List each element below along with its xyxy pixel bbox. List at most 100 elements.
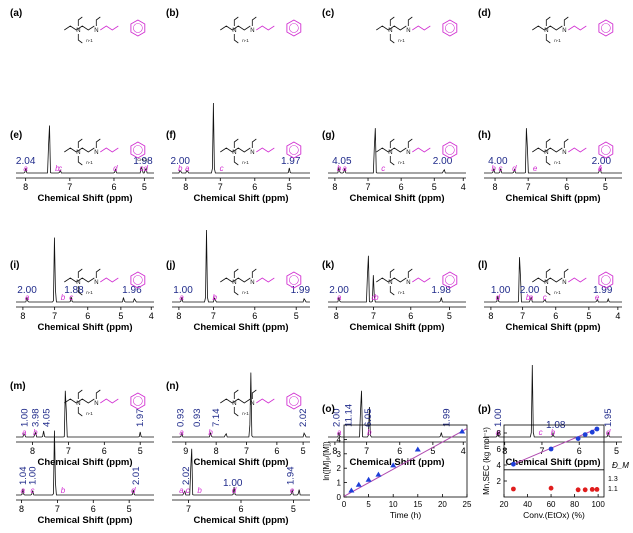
integral-value: 1.99 [593,285,613,296]
data-point-mn [511,461,516,467]
aromatic-ring [289,275,299,285]
y-tick-label: 1 [337,479,342,488]
x-tick-label: 10 [389,500,398,509]
nmr-spectrum-line [16,390,154,438]
peak-assignment: a,c [179,486,190,495]
side-chain-bond [233,407,239,417]
x-axis-title: Conv.(EtOx) (%) [523,510,585,520]
aromatic-ring [442,271,458,289]
backbone-bond [532,25,563,31]
x-tick-label: 7 [539,446,544,456]
integral-value: 1.00 [28,467,39,486]
nmr-spectrum-line [16,237,154,303]
peak-assignment: a [25,293,30,302]
atom-N: N [562,28,566,34]
x-axis-title: Chemical Shift (ppm) [505,322,600,333]
atom-N: N [94,401,98,407]
x-tick-label: 8 [183,182,188,192]
x-tick-label: 6 [111,182,116,192]
ester-bond [412,147,431,153]
side-chain-bond [545,286,551,296]
x-tick-label: 6 [397,446,402,456]
panel-tag: (k) [322,260,334,271]
x-tick-label: 6 [85,311,90,321]
x-tick-label: 7 [211,311,216,321]
peak-assignment: b [337,164,342,173]
peak-assignment: a [496,428,501,437]
side-chain-bond [389,138,395,148]
integral-value: 1.99 [442,409,453,428]
peak-assignment: c [213,293,217,302]
integral-value: 1.04 [18,467,29,486]
peak-assignment: c [31,486,35,495]
side-chain-bond [251,16,257,26]
x-tick-label: 5 [447,311,452,321]
peak-assignment: b [55,164,60,173]
aromatic-ring [130,141,146,159]
x-tick-label: 4 [461,182,466,192]
side-chain-bond [77,389,83,399]
x-tick-label: 5 [291,504,296,514]
side-chain-bond [95,138,101,148]
side-chain-bond [233,16,239,26]
x-tick-label: 7 [366,182,371,192]
solvent-label: CHCl₃ [137,157,149,162]
integral-value: 4.05 [332,156,352,167]
peak-assignment: d [232,486,237,495]
backbone-bond [376,25,407,31]
aromatic-ring [130,19,146,37]
integral-value: 1.00 [491,285,511,296]
panel-tag: (e) [10,130,22,141]
side-chain-bond [389,156,395,166]
backbone-bond [220,25,251,31]
peak-assignment: d [113,164,118,173]
x-tick-label: 6 [274,446,279,456]
x-tick-label: 4 [149,311,154,321]
plot-frame [503,424,605,498]
integral-value: 1.00 [19,409,30,428]
x-tick-label: 7 [364,446,369,456]
peak-assignment: d [512,164,517,173]
side-chain-bond [95,16,101,26]
data-point-dispersity [589,487,595,492]
x-axis-title: Chemical Shift (ppm) [37,457,132,468]
panel-tag: (p) [478,404,491,415]
integral-value: 4.00 [488,156,508,167]
aromatic-ring [286,271,302,289]
integral-value: 1.98 [133,156,153,167]
atom-N: N [406,150,410,156]
repeat-index: n-1 [86,290,93,295]
backbone-bond [220,398,251,404]
x-tick-label: 5 [142,182,147,192]
side-chain-bond [233,34,239,44]
y-tick-label: 3 [337,450,342,459]
side-chain-bond [233,138,239,148]
aromatic-ring [130,271,146,289]
x-tick-label: 5 [138,446,143,456]
data-point-triangle [348,487,355,493]
y-tick-label: 4 [337,435,342,444]
x-tick-label: 6 [577,446,582,456]
peak-assignment: a [337,428,342,437]
y-tick-label: 6 [497,445,502,454]
x-tick-label: 5 [432,182,437,192]
side-chain-bond [545,268,551,278]
x-tick-label: 6 [399,182,404,192]
x-tick-label: 7 [244,446,249,456]
x-tick-label: 5 [614,446,619,456]
ester-bond [412,277,431,283]
data-point-dispersity [575,487,581,493]
peak-assignment: c [69,293,73,302]
ester-bond [412,25,431,31]
x-tick-label: 15 [413,500,422,509]
nmr-panel: (h) N Nn-1 8 7 6 5 4 Chemical Shift (ppm) 1.00 2.0… [478,130,622,333]
repeat-index: n-1 [86,38,93,43]
nmr-spectrum-line [484,128,622,174]
chart-panel: (o) 0 5 10 15 20 25 0 1 2 3 4 Time (h) ln([M]₀/[M]) [322,404,472,520]
aromatic-ring [286,19,302,37]
peak-assignment: b [197,486,202,495]
panel-tag: (g) [322,130,335,141]
backbone-bond [376,147,407,153]
atom-N: N [76,28,80,34]
